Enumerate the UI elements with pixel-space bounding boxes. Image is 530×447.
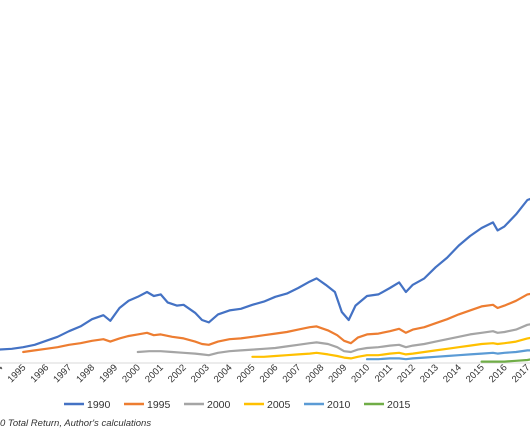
x-tick-label: 1999 <box>97 362 120 385</box>
legend-label-2010: 2010 <box>327 399 351 411</box>
x-tick-label: 2009 <box>326 362 349 385</box>
x-tick-label: 2007 <box>281 362 304 385</box>
x-tick-label: 2002 <box>166 362 189 385</box>
x-tick-label: 2008 <box>304 362 327 385</box>
x-tick-label: 2001 <box>143 362 166 385</box>
legend-label-2015: 2015 <box>387 399 411 411</box>
source-note: 0 Total Return, Author's calculations <box>0 418 151 429</box>
x-tick-label: 2015 <box>464 362 487 385</box>
x-tick-label: 2011 <box>373 362 395 384</box>
x-tick-label: 1994 <box>0 362 5 385</box>
x-tick-label: 1996 <box>28 362 51 385</box>
legend-label-1990: 1990 <box>87 399 111 411</box>
series-group <box>0 197 530 363</box>
series-line-1990 <box>0 197 530 351</box>
x-tick-label: 2010 <box>349 362 372 385</box>
x-tick-label: 1998 <box>74 362 97 385</box>
x-tick-label: 2004 <box>212 362 235 385</box>
series-line-2000 <box>136 323 530 357</box>
series-line-2005 <box>251 336 530 360</box>
legend-label-2005: 2005 <box>267 399 291 411</box>
x-tick-label: 2000 <box>120 362 143 385</box>
x-tick-label: 1997 <box>51 362 74 385</box>
x-tick-label: 2013 <box>418 362 441 385</box>
series-line-2010 <box>365 349 530 361</box>
legend-label-1995: 1995 <box>147 399 171 411</box>
x-tick-label: 2017 <box>510 362 530 385</box>
x-tick-label: 2005 <box>235 362 258 385</box>
legend: 1990 1995 2000 2005 2010 2015 <box>64 399 411 411</box>
x-tick-label: 2003 <box>189 362 212 385</box>
legend-label-2000: 2000 <box>207 399 231 411</box>
x-tick-label: 2012 <box>395 362 418 385</box>
series-line-1995 <box>22 292 530 354</box>
x-tick-label: 2016 <box>487 362 510 385</box>
series-line-2015 <box>480 358 530 363</box>
x-tick-label: 2014 <box>441 362 464 385</box>
x-tick-label: 1995 <box>6 362 29 385</box>
x-tick-labels: 1994 1995 1996 1997 1998 1999 2000 2001 2002 2003… <box>0 362 530 385</box>
x-tick-label: 2006 <box>258 362 281 385</box>
